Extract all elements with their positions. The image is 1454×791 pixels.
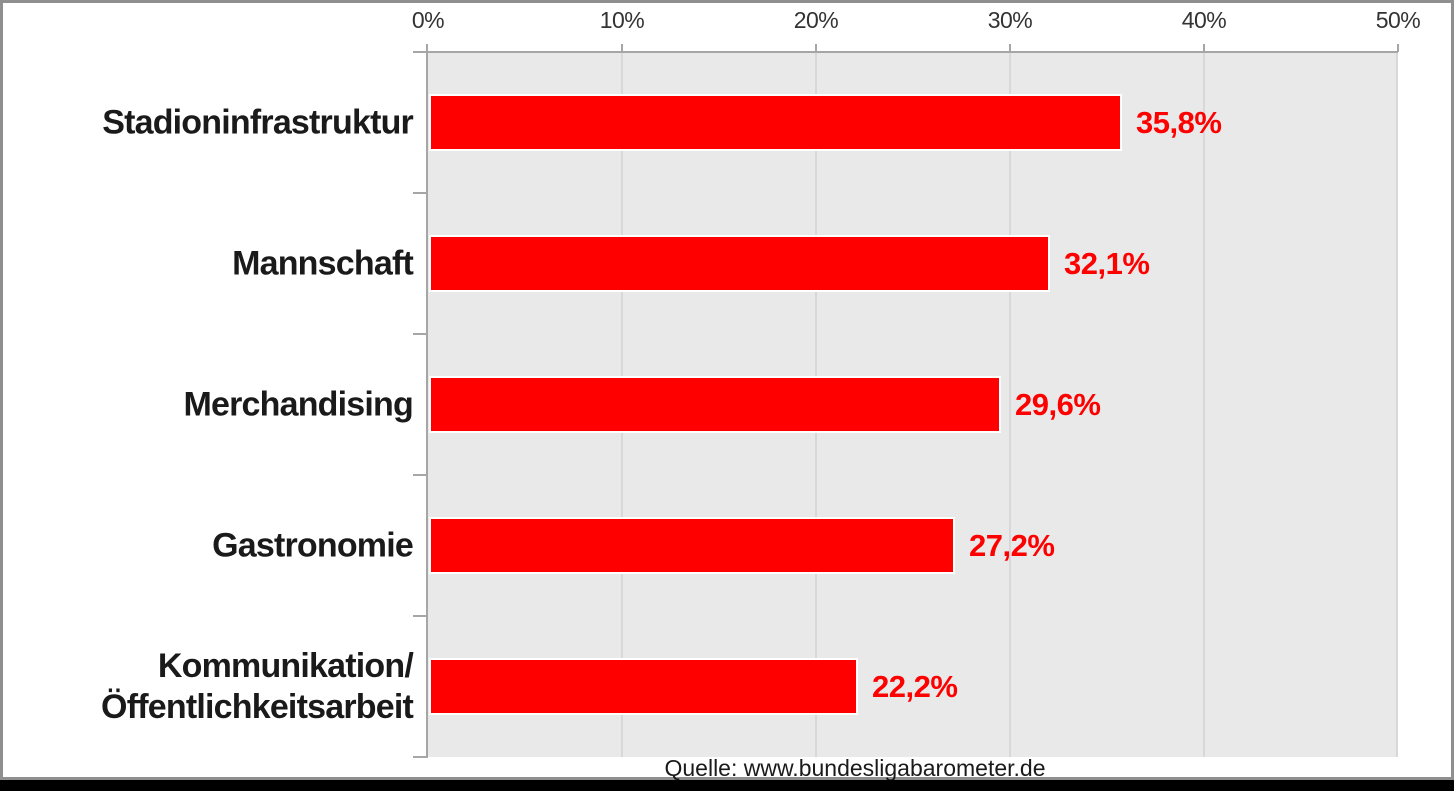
x-axis-tick-label: 10% (599, 7, 645, 33)
x-axis-line (428, 51, 1398, 53)
x-axis-tick-label: 30% (987, 7, 1033, 33)
category-label: Mannschaft (232, 244, 414, 283)
x-axis-tick-mark (1009, 44, 1011, 52)
value-label: 32,1% (1064, 246, 1150, 281)
source-text: Quelle: www.bundesligabarometer.de (664, 755, 1046, 781)
category-label: Stadioninfrastruktur (102, 103, 414, 142)
x-axis-tick-label: 50% (1375, 7, 1421, 33)
x-axis-tick-mark (815, 44, 817, 52)
y-axis-tick-mark (413, 615, 426, 617)
bottom-black-bar (0, 780, 1454, 791)
category-label: Kommunikation/Öffentlichkeitsarbeit (101, 647, 414, 726)
x-axis-tick-mark (621, 44, 623, 52)
bar (429, 658, 858, 715)
y-axis-line (426, 44, 428, 758)
bar (429, 517, 955, 574)
y-axis-tick-mark (413, 192, 426, 194)
x-axis-tick-label: 20% (793, 7, 839, 33)
value-label: 35,8% (1136, 105, 1222, 140)
gridline (1203, 52, 1205, 757)
x-axis-tick-mark (1397, 44, 1399, 52)
y-axis-tick-mark (413, 756, 426, 758)
category-label: Merchandising (183, 385, 413, 424)
value-label: 22,2% (872, 669, 958, 704)
x-axis-tick-mark (1203, 44, 1205, 52)
bar (429, 235, 1050, 292)
value-label: 29,6% (1015, 387, 1101, 422)
x-axis-tick-label: 0% (411, 7, 445, 33)
y-axis-tick-mark (413, 51, 426, 53)
gridline (1396, 52, 1398, 757)
category-label: Gastronomie (212, 526, 414, 565)
x-axis-tick-label: 40% (1181, 7, 1227, 33)
value-label: 27,2% (969, 528, 1055, 563)
bar (429, 376, 1001, 433)
y-axis-tick-mark (413, 333, 426, 335)
y-axis-tick-mark (413, 474, 426, 476)
gridline (1009, 52, 1011, 757)
bar (429, 94, 1122, 151)
